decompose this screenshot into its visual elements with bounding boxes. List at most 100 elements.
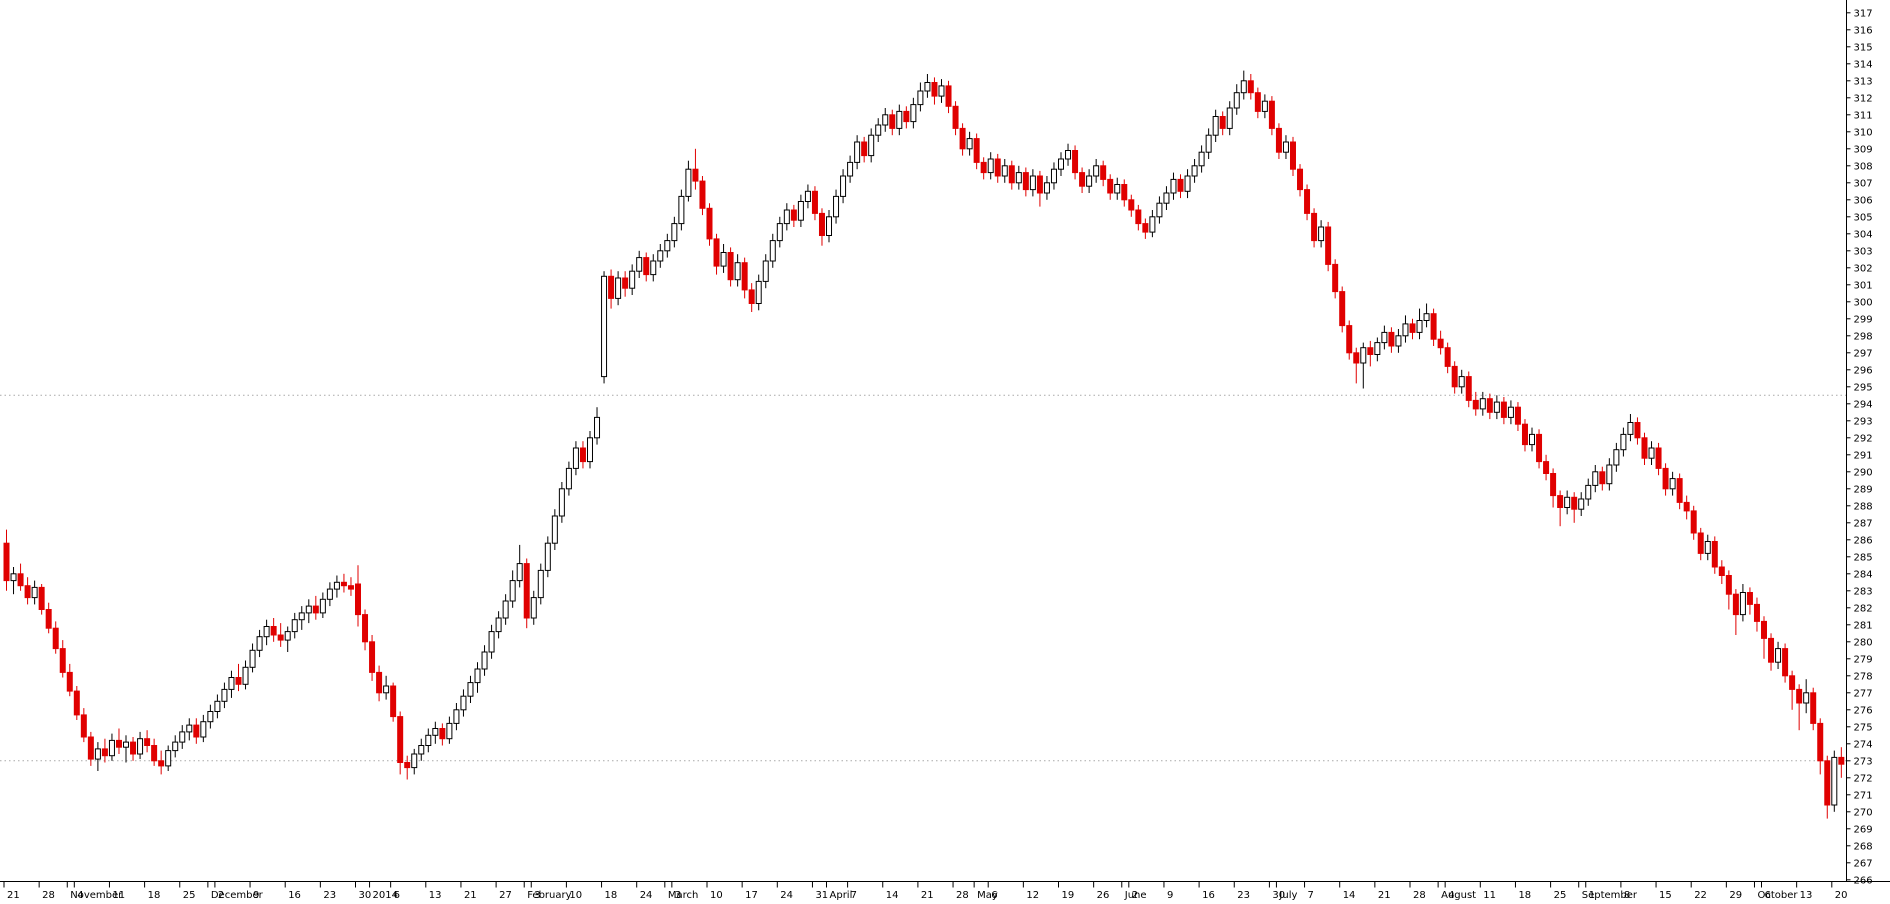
- candle-body: [818, 212, 825, 236]
- candle: [376, 665, 383, 702]
- candle-body: [530, 597, 537, 619]
- candle: [1500, 397, 1507, 425]
- candle-body: [1711, 541, 1718, 568]
- candle-body: [1648, 447, 1655, 459]
- candle-body: [3, 542, 10, 582]
- candle-body: [404, 762, 411, 769]
- candle-body: [558, 488, 565, 517]
- candle: [966, 131, 973, 156]
- candle: [1669, 471, 1676, 496]
- candle: [1557, 490, 1564, 527]
- candle: [868, 128, 875, 163]
- candle-body: [1297, 168, 1304, 191]
- candle-body: [636, 257, 643, 272]
- candle-body: [1050, 168, 1057, 184]
- candle-body: [1521, 423, 1528, 446]
- candle: [1205, 128, 1212, 159]
- candle-body: [1177, 178, 1184, 192]
- candle-body: [1683, 501, 1690, 512]
- candle-body: [481, 651, 488, 670]
- candle: [1353, 347, 1360, 384]
- candle-body: [629, 270, 636, 289]
- price-tick-label: 314: [1854, 59, 1873, 70]
- candle: [551, 509, 558, 550]
- time-tick-label: 14: [886, 890, 899, 901]
- candle: [1282, 135, 1289, 159]
- candle: [664, 233, 671, 258]
- candle-body: [1212, 116, 1219, 136]
- candle: [748, 283, 755, 312]
- candle: [769, 233, 776, 268]
- candle: [1297, 164, 1304, 197]
- candle: [1219, 111, 1226, 136]
- candle: [1690, 505, 1697, 540]
- candle-body: [305, 605, 312, 614]
- candle-body: [1156, 202, 1163, 218]
- candle: [1304, 184, 1311, 221]
- candle-body: [1261, 100, 1268, 112]
- candle-body: [1332, 263, 1339, 293]
- candle-body: [1697, 532, 1704, 554]
- candle: [1233, 84, 1240, 115]
- price-tick-label: 307: [1854, 178, 1873, 189]
- candle: [650, 254, 657, 282]
- candle-body: [671, 223, 678, 242]
- price-tick-label: 306: [1854, 195, 1873, 206]
- candle-body: [446, 722, 453, 740]
- candle: [305, 599, 312, 624]
- price-tick-label: 273: [1854, 756, 1873, 767]
- candle-body: [1571, 496, 1578, 510]
- candle-body: [1191, 165, 1198, 177]
- candle-body: [706, 207, 713, 240]
- candle-body: [1409, 323, 1416, 333]
- price-axis[interactable]: 266 267 268 269 270 271 272 273 274 275 276 277 278 2…: [1846, 0, 1873, 886]
- candle-body: [10, 573, 17, 582]
- candle: [249, 643, 256, 673]
- time-tick-label: 21: [464, 890, 477, 901]
- candle: [284, 626, 291, 652]
- candle: [509, 570, 516, 608]
- candle-body: [903, 110, 910, 123]
- candle: [629, 264, 636, 295]
- candle-body: [594, 416, 601, 439]
- candle: [1543, 454, 1550, 481]
- candle: [270, 618, 277, 642]
- candle: [917, 82, 924, 112]
- candle-body: [840, 175, 847, 197]
- candle: [1775, 641, 1782, 669]
- candle-body: [804, 190, 811, 203]
- candle: [1198, 145, 1205, 173]
- candle-body: [755, 280, 762, 304]
- price-tick-label: 316: [1854, 25, 1873, 36]
- time-tick-label: 18: [148, 890, 161, 901]
- candle: [1177, 174, 1184, 199]
- candle: [692, 148, 699, 190]
- candle: [1079, 167, 1086, 193]
- candle-body: [1240, 80, 1247, 94]
- candle: [1311, 208, 1318, 248]
- candle-body: [699, 180, 706, 209]
- candle: [10, 567, 17, 595]
- candle: [186, 718, 193, 741]
- candle: [1360, 342, 1367, 389]
- candle-body: [1275, 127, 1282, 153]
- candle-body: [586, 437, 593, 463]
- time-tick-label: 28: [42, 890, 55, 901]
- candle-body: [826, 216, 833, 237]
- candle: [804, 184, 811, 209]
- candle-body: [1578, 498, 1585, 510]
- price-tick-label: 286: [1854, 535, 1873, 546]
- candle: [347, 577, 354, 596]
- candle-body: [1564, 496, 1571, 508]
- candle-body: [312, 605, 319, 614]
- candle: [1022, 167, 1029, 197]
- candle: [1318, 220, 1325, 248]
- time-tick-label: 10: [710, 890, 723, 901]
- candle: [200, 714, 207, 743]
- candle: [319, 592, 326, 618]
- price-tick-label: 268: [1854, 841, 1873, 852]
- candle-body: [776, 223, 783, 242]
- candle-body: [966, 138, 973, 150]
